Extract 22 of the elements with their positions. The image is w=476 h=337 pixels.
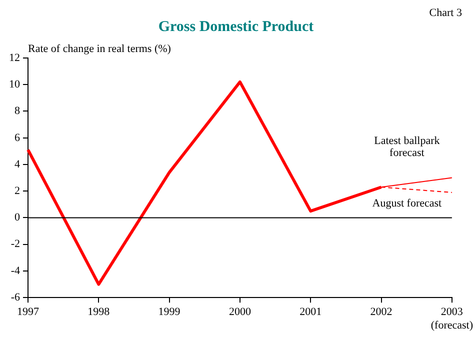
y-tick-label: 6 bbox=[14, 132, 20, 144]
x-tick-label: 1998 bbox=[88, 306, 110, 318]
y-tick-label: 10 bbox=[9, 78, 20, 91]
y-tick-label: -6 bbox=[10, 291, 20, 304]
y-tick-label: 8 bbox=[14, 105, 20, 118]
y-tick-label: 4 bbox=[14, 158, 20, 170]
y-axis-title: Rate of change in real terms (%) bbox=[28, 43, 172, 55]
x-tick-label: 2003 (forecast) bbox=[430, 306, 474, 332]
y-tick-label: -2 bbox=[10, 238, 20, 250]
x-tick-label: 1997 bbox=[17, 306, 40, 318]
series-label: August forecast bbox=[372, 197, 442, 210]
x-tick-label: 2000 bbox=[228, 306, 252, 318]
y-tick-label: 0 bbox=[14, 212, 20, 224]
y-tick-label: -4 bbox=[10, 264, 20, 277]
x-tick-label: 1999 bbox=[158, 306, 181, 318]
y-tick-label: 2 bbox=[14, 185, 20, 197]
series-label: Latest ballpark forecast bbox=[374, 134, 440, 159]
caption: Chart 3 bbox=[429, 7, 462, 19]
chart-title: Gross Domestic Product bbox=[158, 18, 314, 35]
x-tick-label: 2002 bbox=[370, 306, 392, 318]
x-tick-label: 2001 bbox=[300, 306, 322, 318]
y-tick-label: 12 bbox=[9, 52, 20, 64]
